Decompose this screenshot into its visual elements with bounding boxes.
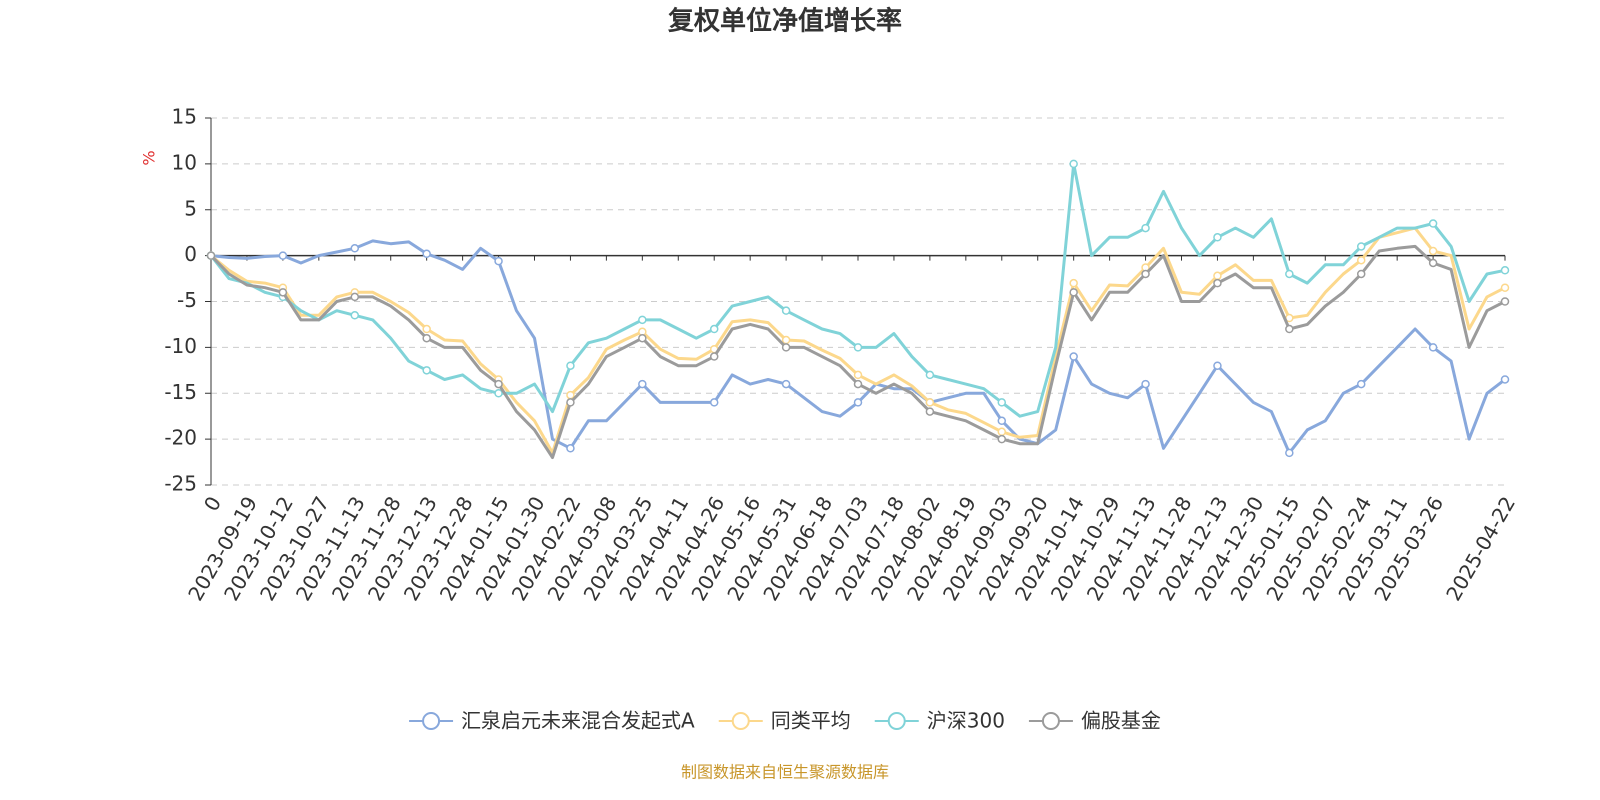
y-axis-label: % bbox=[140, 150, 159, 165]
series-point bbox=[278, 288, 288, 297]
series-point bbox=[1141, 379, 1150, 389]
series-point bbox=[1356, 255, 1366, 265]
series-point bbox=[1213, 278, 1222, 288]
x-tick-label: 2025-04-22 bbox=[1441, 492, 1520, 605]
series-point bbox=[206, 251, 216, 260]
series-point bbox=[1285, 448, 1294, 458]
series-point bbox=[997, 416, 1007, 426]
series-point bbox=[1356, 379, 1366, 389]
legend-label: 沪深300 bbox=[927, 709, 1005, 733]
series-point bbox=[1500, 375, 1510, 384]
y-tick-label: 0 bbox=[184, 242, 197, 266]
legend-label: 同类平均 bbox=[771, 709, 851, 733]
y-tick-label: -15 bbox=[164, 380, 197, 404]
y-tick-label: -10 bbox=[164, 334, 197, 358]
series-point bbox=[1141, 223, 1150, 233]
y-tick-label: 15 bbox=[172, 105, 197, 129]
series-point bbox=[709, 398, 719, 407]
series-point bbox=[422, 333, 431, 343]
series-point bbox=[566, 361, 575, 370]
series-point bbox=[1500, 297, 1510, 306]
series-point bbox=[494, 256, 503, 266]
y-tick-label: -25 bbox=[164, 472, 197, 496]
series-point bbox=[278, 251, 288, 260]
legend-symbol bbox=[1041, 712, 1060, 730]
series-point bbox=[494, 389, 503, 398]
y-tick-label: -5 bbox=[177, 288, 197, 312]
series-point bbox=[1428, 343, 1438, 352]
chart-title: 复权单位净值增长率 bbox=[668, 6, 902, 37]
series-point bbox=[1428, 258, 1438, 268]
series-point bbox=[853, 379, 863, 389]
y-tick-label: 5 bbox=[184, 196, 197, 220]
series-point bbox=[1069, 159, 1078, 169]
series-point bbox=[997, 434, 1007, 444]
x-tick-label: 0 bbox=[199, 492, 226, 515]
series-point bbox=[1428, 246, 1438, 256]
series-point bbox=[422, 366, 431, 375]
series-point bbox=[638, 379, 647, 389]
series-point bbox=[566, 390, 575, 400]
series-point bbox=[781, 335, 791, 345]
series-point bbox=[781, 343, 791, 352]
series-point bbox=[1356, 269, 1366, 279]
series-point bbox=[422, 249, 431, 259]
series-point bbox=[494, 379, 503, 389]
series-point bbox=[1069, 288, 1078, 297]
series-point bbox=[997, 398, 1007, 407]
series-point bbox=[1069, 278, 1078, 288]
series-point bbox=[709, 324, 719, 334]
legend-label: 偏股基金 bbox=[1081, 709, 1161, 733]
legend-symbol bbox=[422, 712, 441, 730]
legend-symbol bbox=[887, 712, 906, 730]
series-point bbox=[638, 333, 647, 343]
series-point bbox=[1213, 271, 1222, 281]
y-tick-label: 10 bbox=[172, 150, 197, 174]
series-point bbox=[853, 343, 863, 352]
series-point bbox=[925, 398, 935, 407]
series-point bbox=[1141, 269, 1150, 279]
series-point bbox=[781, 306, 791, 315]
series-point bbox=[422, 324, 431, 334]
series-point bbox=[853, 370, 863, 380]
series-point bbox=[997, 427, 1007, 437]
series-point bbox=[781, 379, 791, 389]
legend-symbol bbox=[731, 712, 750, 730]
series-point bbox=[1285, 324, 1294, 334]
legend-label: 汇泉启元未来混合发起式A bbox=[461, 709, 695, 733]
series-point bbox=[1428, 219, 1438, 228]
series-point bbox=[925, 370, 935, 380]
series-point bbox=[1500, 266, 1510, 275]
series-point bbox=[350, 292, 360, 302]
source-note: 制图数据来自恒生聚源数据库 bbox=[681, 763, 889, 782]
series-point bbox=[709, 352, 719, 361]
series-point bbox=[350, 244, 360, 253]
series-line bbox=[210, 226, 1506, 455]
series-point bbox=[566, 398, 575, 407]
series-point bbox=[1213, 361, 1222, 370]
y-tick-label: -20 bbox=[164, 426, 197, 450]
series-point bbox=[1213, 233, 1222, 242]
series-point bbox=[350, 311, 360, 320]
series-point bbox=[638, 315, 647, 325]
series-point bbox=[1500, 283, 1510, 292]
series-point bbox=[1285, 269, 1294, 279]
legend: 汇泉启元未来混合发起式A 同类平均 沪深300 偏股基金 bbox=[409, 709, 1161, 733]
series-point bbox=[1356, 242, 1366, 251]
series-point bbox=[853, 398, 863, 407]
series-point bbox=[1069, 352, 1078, 361]
series-point bbox=[925, 407, 935, 416]
series-point bbox=[566, 444, 575, 453]
